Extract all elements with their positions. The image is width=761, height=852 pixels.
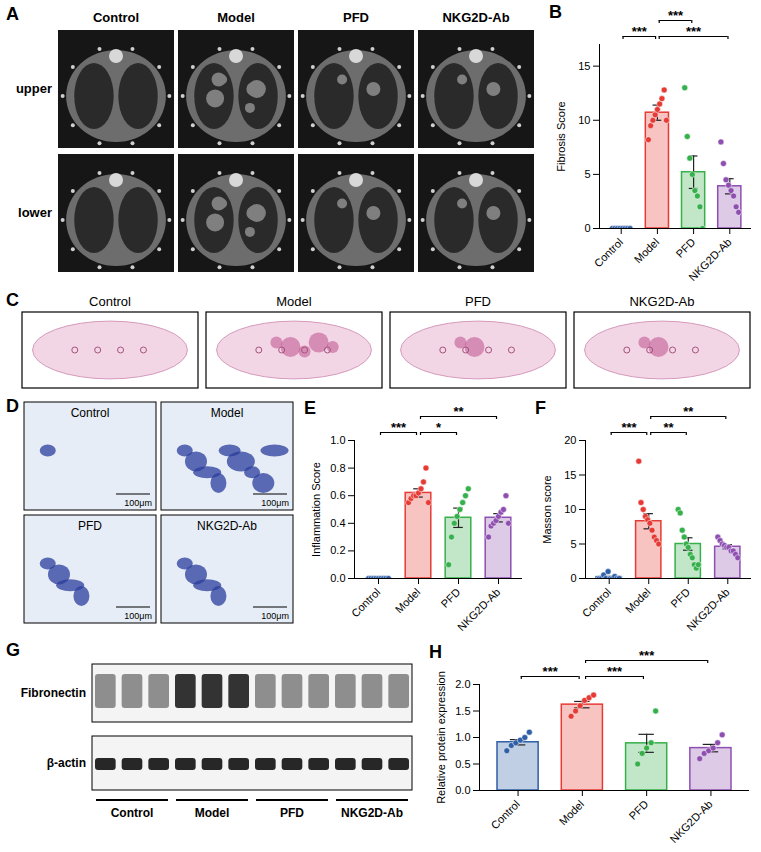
svg-text:Control: Control xyxy=(89,294,131,309)
svg-text:F: F xyxy=(535,398,546,418)
svg-text:Model: Model xyxy=(632,236,662,266)
svg-text:PFD: PFD xyxy=(668,586,692,610)
svg-text:Model: Model xyxy=(557,798,587,828)
svg-text:PFD: PFD xyxy=(343,10,369,25)
svg-text:Inflammation Score: Inflammation Score xyxy=(310,462,322,557)
svg-text:NKG2D-Ab: NKG2D-Ab xyxy=(686,236,733,283)
svg-text:10: 10 xyxy=(564,503,576,515)
svg-text:0.5: 0.5 xyxy=(455,758,470,770)
svg-text:PFD: PFD xyxy=(438,586,462,610)
svg-text:***: *** xyxy=(632,24,648,39)
svg-text:Model: Model xyxy=(393,586,423,616)
svg-text:100μm: 100μm xyxy=(124,611,152,621)
svg-text:***: *** xyxy=(686,24,702,39)
svg-text:NKG2D-Ab: NKG2D-Ab xyxy=(341,806,403,820)
svg-text:**: ** xyxy=(663,420,674,435)
svg-text:Model: Model xyxy=(623,586,653,616)
svg-text:***: *** xyxy=(668,8,684,23)
svg-text:Control: Control xyxy=(93,10,139,25)
svg-text:2.0: 2.0 xyxy=(455,678,470,690)
svg-text:D: D xyxy=(6,396,19,416)
svg-text:0.0: 0.0 xyxy=(455,784,470,796)
svg-text:Model: Model xyxy=(217,10,255,25)
svg-text:***: *** xyxy=(607,664,623,679)
svg-text:Control: Control xyxy=(592,236,626,270)
svg-text:5: 5 xyxy=(584,168,590,180)
svg-text:Control: Control xyxy=(488,798,522,832)
svg-text:H: H xyxy=(429,642,442,662)
svg-text:Relative protein expression: Relative protein expression xyxy=(435,671,447,804)
svg-text:100μm: 100μm xyxy=(261,611,289,621)
svg-text:NKG2D-Ab: NKG2D-Ab xyxy=(684,586,731,633)
svg-text:NKG2D-Ab: NKG2D-Ab xyxy=(197,519,257,533)
svg-text:10: 10 xyxy=(578,114,590,126)
svg-text:1.5: 1.5 xyxy=(455,705,470,717)
svg-text:E: E xyxy=(304,398,316,418)
svg-text:PFD: PFD xyxy=(465,294,491,309)
svg-text:100μm: 100μm xyxy=(124,498,152,508)
svg-text:0.2: 0.2 xyxy=(330,544,345,556)
svg-text:0: 0 xyxy=(584,222,590,234)
svg-text:20: 20 xyxy=(564,434,576,446)
svg-text:C: C xyxy=(6,290,19,310)
svg-text:NKG2D-Ab: NKG2D-Ab xyxy=(629,294,694,309)
svg-text:A: A xyxy=(6,4,19,24)
svg-text:Control: Control xyxy=(580,586,614,620)
svg-text:NKG2D-Ab: NKG2D-Ab xyxy=(667,798,714,845)
svg-text:lower: lower xyxy=(18,205,52,220)
svg-text:β-actin: β-actin xyxy=(47,756,86,770)
svg-text:NKG2D-Ab: NKG2D-Ab xyxy=(442,10,509,25)
svg-text:0.6: 0.6 xyxy=(330,489,345,501)
svg-text:Fibrosis Score: Fibrosis Score xyxy=(555,101,567,171)
svg-text:Model: Model xyxy=(276,294,312,309)
svg-text:PFD: PFD xyxy=(280,806,304,820)
svg-text:0.0: 0.0 xyxy=(330,572,345,584)
svg-text:PFD: PFD xyxy=(78,519,102,533)
svg-text:Masson score: Masson score xyxy=(541,475,553,543)
svg-text:Control: Control xyxy=(71,406,110,420)
svg-text:15: 15 xyxy=(578,60,590,72)
svg-text:1.0: 1.0 xyxy=(330,434,345,446)
svg-text:***: *** xyxy=(391,420,407,435)
svg-text:Control: Control xyxy=(111,806,154,820)
svg-text:PFD: PFD xyxy=(673,236,697,260)
svg-text:Control: Control xyxy=(349,586,383,620)
svg-text:PFD: PFD xyxy=(627,798,651,822)
svg-text:***: *** xyxy=(639,648,655,663)
svg-text:Model: Model xyxy=(211,406,244,420)
svg-text:*: * xyxy=(436,420,442,435)
svg-text:0.4: 0.4 xyxy=(330,517,345,529)
svg-text:5: 5 xyxy=(570,538,576,550)
svg-text:***: *** xyxy=(621,420,637,435)
svg-text:**: ** xyxy=(683,404,694,419)
svg-text:***: *** xyxy=(543,664,559,679)
svg-text:Fibronectin: Fibronectin xyxy=(21,686,86,700)
svg-text:100μm: 100μm xyxy=(261,498,289,508)
svg-text:0: 0 xyxy=(570,572,576,584)
svg-text:Model: Model xyxy=(195,806,230,820)
svg-text:0.8: 0.8 xyxy=(330,462,345,474)
svg-text:NKG2D-Ab: NKG2D-Ab xyxy=(455,586,502,633)
svg-text:1.0: 1.0 xyxy=(455,731,470,743)
svg-text:**: ** xyxy=(453,404,464,419)
svg-text:G: G xyxy=(6,640,20,660)
svg-text:B: B xyxy=(549,2,562,22)
svg-text:upper: upper xyxy=(16,81,52,96)
svg-text:15: 15 xyxy=(564,469,576,481)
